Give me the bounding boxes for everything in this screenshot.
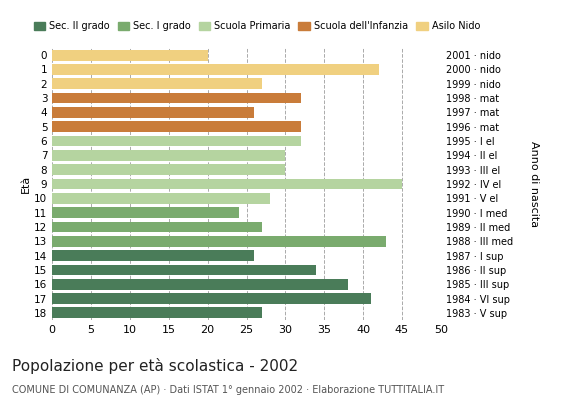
Bar xyxy=(52,308,262,318)
Bar xyxy=(52,264,317,275)
Bar xyxy=(52,50,208,60)
Bar xyxy=(52,250,254,261)
Y-axis label: Età: Età xyxy=(21,175,31,193)
Bar xyxy=(52,222,262,232)
Bar xyxy=(52,78,262,89)
Y-axis label: Anno di nascita: Anno di nascita xyxy=(530,141,539,227)
Bar xyxy=(52,164,285,175)
Bar xyxy=(52,193,270,204)
Text: Popolazione per età scolastica - 2002: Popolazione per età scolastica - 2002 xyxy=(12,358,298,374)
Bar xyxy=(52,236,386,247)
Bar xyxy=(52,136,301,146)
Bar xyxy=(52,293,371,304)
Bar xyxy=(52,207,239,218)
Bar xyxy=(52,279,347,290)
Bar xyxy=(52,93,301,104)
Bar xyxy=(52,179,402,189)
Legend: Sec. II grado, Sec. I grado, Scuola Primaria, Scuola dell'Infanzia, Asilo Nido: Sec. II grado, Sec. I grado, Scuola Prim… xyxy=(30,18,484,35)
Bar xyxy=(52,121,301,132)
Bar xyxy=(52,107,254,118)
Bar xyxy=(52,150,285,161)
Bar xyxy=(52,64,379,75)
Text: COMUNE DI COMUNANZA (AP) · Dati ISTAT 1° gennaio 2002 · Elaborazione TUTTITALIA.: COMUNE DI COMUNANZA (AP) · Dati ISTAT 1°… xyxy=(12,385,444,395)
